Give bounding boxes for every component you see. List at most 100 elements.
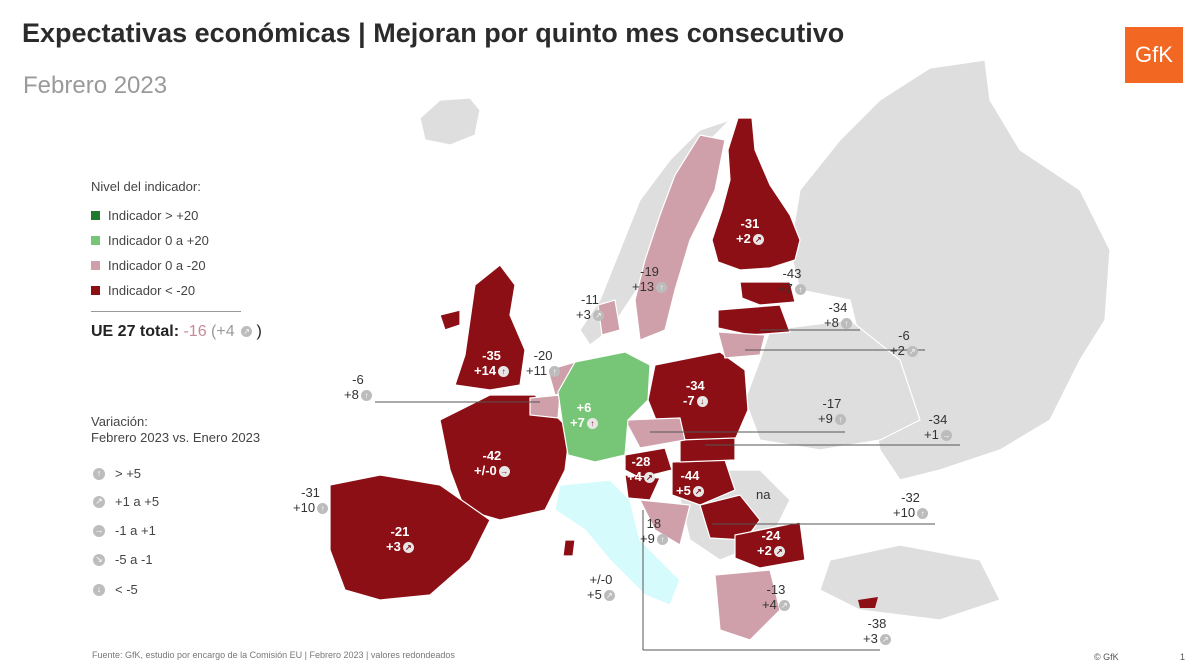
legend-label: Indicador 0 a -20 <box>108 258 206 273</box>
source-note: Fuente: GfK, estudio por encargo de la C… <box>92 650 455 660</box>
label-germany: +6 +7 ↑ <box>570 400 598 430</box>
variation-label: < -5 <box>115 582 138 597</box>
eu-total-label: UE 27 total: <box>91 323 180 340</box>
label-sweden: -19 +13 ↑ <box>632 264 668 294</box>
legend-item: Indicador < -20 <box>91 283 195 298</box>
label-estonia: -43 +7 ↑ <box>778 266 806 296</box>
arrow-up-right-icon: ↗ <box>643 472 655 484</box>
label-ireland: -35 +14 ↑ <box>474 348 510 378</box>
map-turkey <box>819 544 1001 621</box>
legend-label: Indicador > +20 <box>108 208 199 223</box>
arrow-up-right-icon: ↗ <box>603 590 615 602</box>
arrow-up-right-icon: ↗ <box>906 346 918 358</box>
legend-title: Nivel del indicador: <box>91 179 201 194</box>
legend-swatch <box>91 236 100 245</box>
arrow-up-icon: ↑ <box>656 534 668 546</box>
map-finland <box>711 117 801 271</box>
map-cyprus <box>858 597 878 608</box>
page-number: 1 <box>1180 652 1186 662</box>
arrow-up-right-icon: ↗ <box>692 486 704 498</box>
label-na: na <box>756 487 771 502</box>
map-lithuania <box>717 331 766 359</box>
variation-title-line2: Febrero 2023 vs. Enero 2023 <box>91 430 261 445</box>
label-hungary: -44 +5 ↗ <box>676 468 704 498</box>
eu-total-close: ) <box>256 323 262 340</box>
label-croatia: 18 +9 ↑ <box>640 516 668 546</box>
label-czech: -17 +9 ↑ <box>818 396 846 426</box>
arrow-up-icon: ↑ <box>834 414 846 426</box>
label-greece: -13 +4 ↗ <box>762 582 790 612</box>
arrow-up-right-icon: ↗ <box>592 310 604 322</box>
map-romania <box>699 494 761 541</box>
arrow-up-right-icon: ↗ <box>93 495 105 508</box>
variation-item: ↓ < -5 <box>93 582 138 597</box>
label-latvia: -34 +8 ↑ <box>824 300 852 330</box>
map-slovakia <box>679 437 736 463</box>
arrow-right-icon: → <box>498 466 510 478</box>
label-austria: -28 +4 ↗ <box>627 454 655 484</box>
arrow-down-right-icon: ↘ <box>93 553 105 566</box>
label-bulgaria: -24 +2 ↗ <box>757 528 785 558</box>
label-denmark: -11 +3 ↗ <box>576 292 604 322</box>
map-ireland-uk <box>454 264 526 391</box>
map-iberia <box>329 474 491 601</box>
legend-item: Indicador > +20 <box>91 208 198 223</box>
arrow-up-icon: ↑ <box>794 284 806 296</box>
arrow-up-right-icon: ↗ <box>879 634 891 646</box>
map-croatia <box>638 499 691 546</box>
map-greece <box>714 569 781 641</box>
label-portugal: -31 +10 ↑ <box>293 485 329 515</box>
variation-title-line1: Variación: <box>91 414 148 429</box>
map-ireland-isle <box>439 309 461 331</box>
arrow-up-icon: ↑ <box>93 467 105 480</box>
legend-swatch <box>91 261 100 270</box>
arrow-up-icon: ↑ <box>498 366 510 378</box>
arrow-up-icon: ↑ <box>917 508 929 520</box>
map-czech <box>624 417 686 449</box>
eu-total-change: (+4 <box>211 323 235 340</box>
label-spain: -21 +3 ↗ <box>386 524 414 554</box>
legend-swatch <box>91 286 100 295</box>
variation-item: ↗ +1 a +5 <box>93 494 159 509</box>
arrow-down-icon: ↓ <box>93 583 105 596</box>
legend-divider <box>91 311 241 312</box>
legend-label: Indicador 0 a +20 <box>108 233 209 248</box>
arrow-up-right-icon: ↗ <box>778 600 790 612</box>
variation-label: > +5 <box>115 466 142 481</box>
label-slovakia: -34 +1 → <box>924 412 952 442</box>
arrow-up-icon: ↑ <box>549 366 561 378</box>
label-france: -42 +/-0 → <box>474 448 510 478</box>
legend-label: Indicador < -20 <box>108 283 196 298</box>
arrow-right-icon: → <box>940 430 952 442</box>
logo-text: GfK <box>1135 42 1173 67</box>
label-poland: -34 -7 ↓ <box>683 378 708 408</box>
arrow-up-right-icon: ↗ <box>241 326 253 338</box>
legend-item: Indicador 0 a +20 <box>91 233 209 248</box>
arrow-up-right-icon: ↗ <box>402 542 414 554</box>
map-iceland <box>419 97 481 146</box>
variation-item: → -1 a +1 <box>93 523 156 538</box>
variation-title: Variación: Febrero 2023 vs. Enero 2023 <box>91 414 260 446</box>
eu-total: UE 27 total: -16 (+4 ↗ ) <box>91 323 262 341</box>
arrow-up-icon: ↑ <box>360 390 372 402</box>
label-italy: +/-0 +5 ↗ <box>587 572 615 602</box>
map-belgium <box>529 394 561 419</box>
label-lithuania: -6 +2 ↗ <box>890 328 918 358</box>
label-netherlands: -20 +11 ↑ <box>526 348 561 378</box>
map-austria <box>624 447 673 479</box>
map-france <box>439 394 571 521</box>
variation-label: +1 a +5 <box>115 494 160 509</box>
label-belgium: -6 +8 ↑ <box>344 372 372 402</box>
arrow-up-icon: ↑ <box>656 282 668 294</box>
map-latvia <box>717 304 791 336</box>
variation-item: ↘ -5 a -1 <box>93 552 153 567</box>
arrow-up-icon: ↑ <box>586 418 598 430</box>
map-estonia <box>739 281 796 306</box>
map-denmark <box>597 299 621 336</box>
arrow-right-icon: → <box>93 524 105 537</box>
variation-label: -5 a -1 <box>115 552 153 567</box>
gfk-logo: GfK <box>1125 27 1183 83</box>
label-finland: -31 +2 ↗ <box>736 216 764 246</box>
arrow-up-icon: ↑ <box>840 318 852 330</box>
